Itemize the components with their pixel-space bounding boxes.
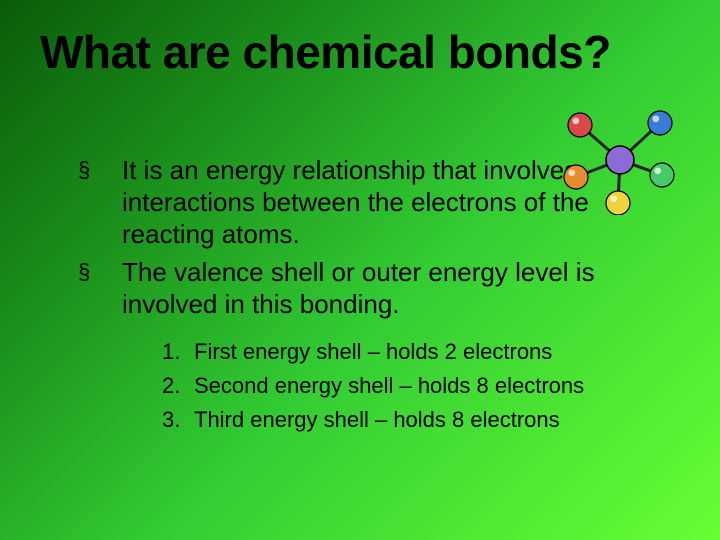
list-item: 1. First energy shell – holds 2 electron…	[162, 338, 680, 366]
list-text: Second energy shell – holds 8 electrons	[194, 372, 584, 400]
list-item: 3. Third energy shell – holds 8 electron…	[162, 406, 680, 434]
molecule-icon	[560, 105, 680, 215]
list-number: 2.	[162, 372, 194, 400]
bullet-item: § The valence shell or outer energy leve…	[78, 256, 650, 320]
bullet-marker: §	[78, 256, 122, 288]
list-number: 1.	[162, 338, 194, 366]
bullet-marker: §	[78, 154, 122, 186]
list-text: Third energy shell – holds 8 electrons	[194, 406, 560, 434]
list-item: 2. Second energy shell – holds 8 electro…	[162, 372, 680, 400]
list-text: First energy shell – holds 2 electrons	[194, 338, 552, 366]
slide: What are chemical bonds? § It is an ener…	[0, 0, 720, 540]
numbered-list: 1. First energy shell – holds 2 electron…	[162, 338, 680, 434]
slide-title: What are chemical bonds?	[40, 28, 680, 76]
list-number: 3.	[162, 406, 194, 434]
bullet-text: The valence shell or outer energy level …	[122, 256, 650, 320]
